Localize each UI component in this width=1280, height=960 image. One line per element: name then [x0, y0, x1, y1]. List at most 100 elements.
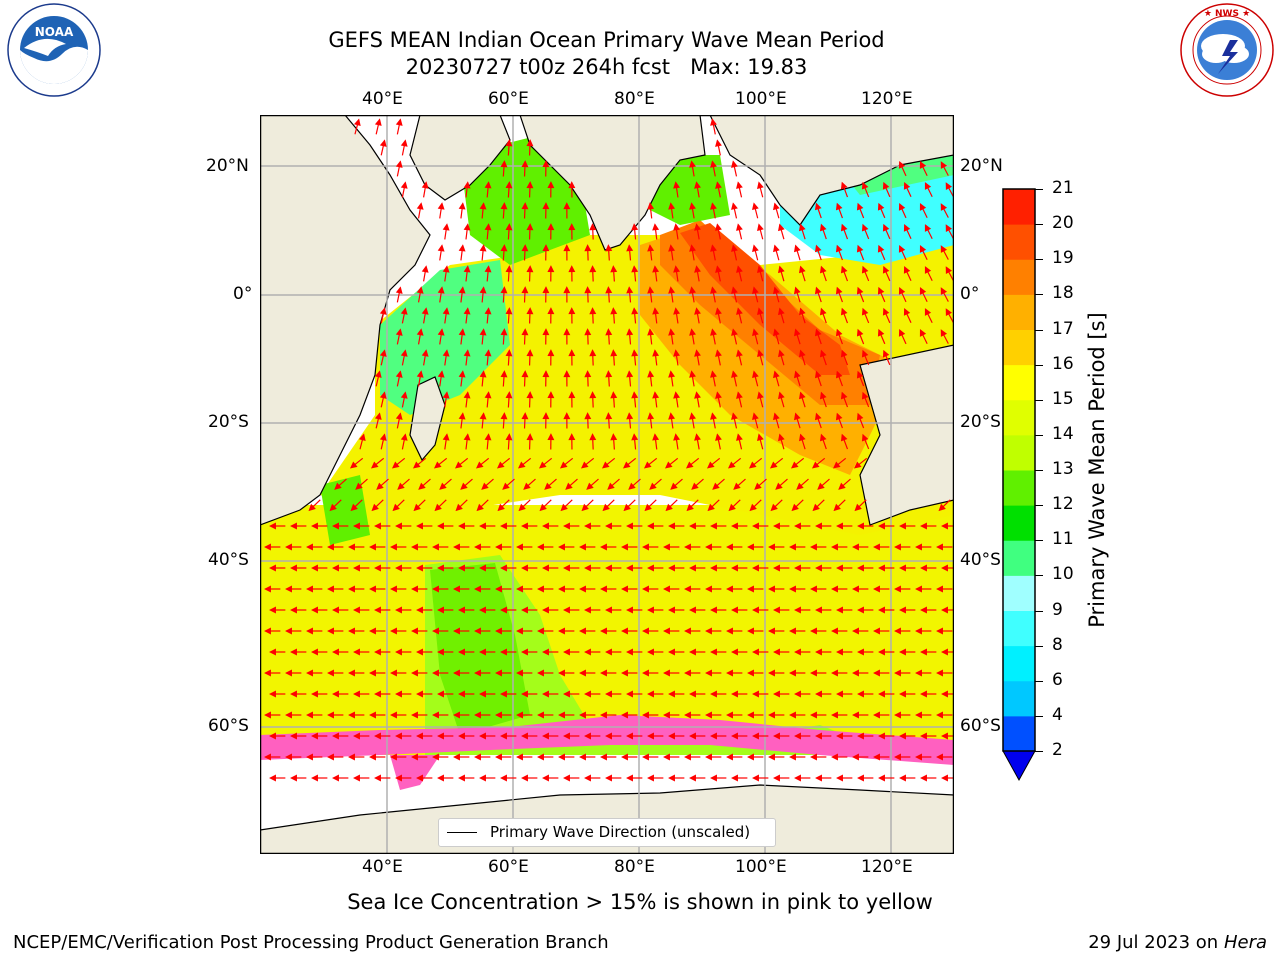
wave-direction-arrowhead: [736, 433, 743, 441]
wave-direction-arrowhead: [673, 349, 681, 357]
wave-direction-arrowhead: [560, 503, 568, 512]
wave-direction-arrowhead: [626, 522, 633, 530]
colorbar-tick-label: 2: [1052, 740, 1063, 760]
wave-direction-arrowhead: [747, 669, 754, 677]
wave-direction-arrowhead: [647, 606, 654, 614]
wave-direction-arrowhead: [581, 503, 589, 512]
wave-direction-arrowhead: [752, 774, 759, 782]
wave-direction-arrowhead: [754, 482, 762, 490]
wave-direction-arrowhead: [810, 585, 817, 593]
wave-direction-arrowhead: [856, 328, 864, 337]
colorbar-segment: [1003, 610, 1035, 647]
wave-direction-arrowhead: [484, 433, 492, 441]
wave-direction-arrowhead: [838, 482, 846, 490]
wave-direction-arrowhead: [500, 412, 508, 420]
wave-direction-arrowhead: [835, 370, 843, 379]
top-lon-label: 80°E: [614, 89, 655, 109]
wave-direction-arrowhead: [481, 482, 489, 490]
colorbar-tick-label: 16: [1052, 353, 1074, 374]
wave-direction-arrowhead: [526, 139, 534, 147]
wave-direction-arrowhead: [920, 648, 927, 656]
wave-direction-arrowhead: [710, 160, 717, 168]
wave-direction-arrowhead: [453, 543, 460, 551]
wave-direction-arrowhead: [518, 503, 526, 512]
wave-direction-arrowhead: [710, 690, 717, 698]
wave-direction-arrowhead: [694, 265, 701, 273]
wave-direction-arrowhead: [631, 391, 639, 399]
wave-direction-arrowhead: [631, 265, 639, 273]
wave-direction-arrowhead: [689, 774, 696, 782]
wave-direction-arrowhead: [621, 669, 628, 677]
wave-direction-arrowhead: [290, 564, 297, 572]
wave-direction-arrowhead: [579, 543, 586, 551]
wave-direction-arrowhead: [539, 503, 547, 512]
wave-direction-arrowhead: [840, 223, 848, 232]
wave-direction-arrowhead: [311, 732, 318, 740]
wave-direction-arrowhead: [631, 307, 639, 315]
wave-direction-arrowhead: [290, 648, 297, 656]
wave-direction-arrowhead: [882, 349, 890, 358]
wave-direction-arrowhead: [652, 433, 660, 441]
wave-direction-arrowhead: [878, 690, 885, 698]
wave-direction-arrowhead: [652, 223, 660, 231]
wave-direction-arrowhead: [798, 223, 806, 232]
wave-direction-arrowhead: [861, 265, 869, 274]
wave-direction-arrowhead: [311, 774, 318, 782]
wave-direction-arrowhead: [941, 522, 948, 530]
wave-direction-arrowhead: [584, 522, 591, 530]
wave-direction-arrowhead: [747, 585, 754, 593]
wave-direction-arrowhead: [579, 711, 586, 719]
wave-direction-arrowhead: [789, 711, 796, 719]
wave-direction-arrowhead: [710, 412, 717, 420]
wave-direction-arrowhead: [374, 118, 382, 126]
wave-direction-arrowhead: [689, 690, 696, 698]
colorbar-tick-mark: [1035, 294, 1043, 296]
map-title: GEFS MEAN Indian Ocean Primary Wave Mean…: [328, 28, 885, 52]
wave-direction-arrowhead: [663, 585, 670, 593]
wave-direction-arrowhead: [940, 287, 948, 295]
wave-direction-arrowhead: [395, 412, 403, 420]
wave-direction-arrowhead: [600, 753, 607, 761]
wave-direction-arrowhead: [437, 202, 445, 210]
wave-direction-arrowhead: [936, 543, 943, 551]
wave-direction-arrowhead: [773, 244, 780, 253]
wave-direction-arrowhead: [840, 349, 848, 358]
wave-direction-arrowhead: [857, 606, 864, 614]
wave-direction-arrowhead: [668, 286, 676, 294]
wave-direction-arrowhead: [563, 732, 570, 740]
wave-direction-arrowhead: [500, 522, 507, 530]
wave-direction-arrowhead: [600, 669, 607, 677]
wave-direction-arrowhead: [542, 606, 549, 614]
wave-direction-arrowhead: [369, 585, 376, 593]
wave-direction-arrowhead: [374, 606, 381, 614]
wave-direction-arrowhead: [500, 328, 508, 336]
colorbar-segment: [1003, 505, 1035, 541]
colorbar-tick-label: 18: [1052, 283, 1074, 304]
wave-direction-arrowhead: [479, 202, 487, 210]
wave-direction-arrowhead: [710, 370, 717, 378]
wave-direction-arrowhead: [819, 265, 827, 274]
wave-direction-arrowhead: [689, 412, 696, 420]
colorbar-tick-mark: [1035, 575, 1043, 577]
wave-direction-arrowhead: [379, 349, 387, 357]
wave-direction-arrowhead: [647, 412, 655, 420]
noaa-logo: NOAA: [7, 3, 101, 97]
wave-direction-arrowhead: [311, 564, 318, 572]
wave-direction-arrowhead: [694, 433, 701, 441]
top-lon-label: 60°E: [488, 89, 529, 109]
wave-direction-arrowhead: [663, 627, 670, 635]
wave-direction-arrowhead: [832, 461, 841, 469]
wave-direction-arrowhead: [705, 627, 712, 635]
wave-direction-arrowhead: [374, 412, 382, 420]
wave-direction-arrowhead: [374, 564, 381, 572]
wave-direction-arrowhead: [793, 244, 801, 253]
wave-direction-arrowhead: [400, 181, 408, 189]
wave-direction-arrowhead: [856, 286, 864, 295]
wave-direction-arrowhead: [505, 391, 513, 399]
wave-direction-arrowhead: [835, 244, 843, 253]
wave-direction-arrowhead: [484, 181, 492, 189]
wave-direction-arrowhead: [353, 648, 360, 656]
wave-direction-arrowhead: [773, 690, 780, 698]
colorbar-tick-label: 19: [1052, 248, 1074, 269]
wave-direction-arrowhead: [579, 753, 586, 761]
